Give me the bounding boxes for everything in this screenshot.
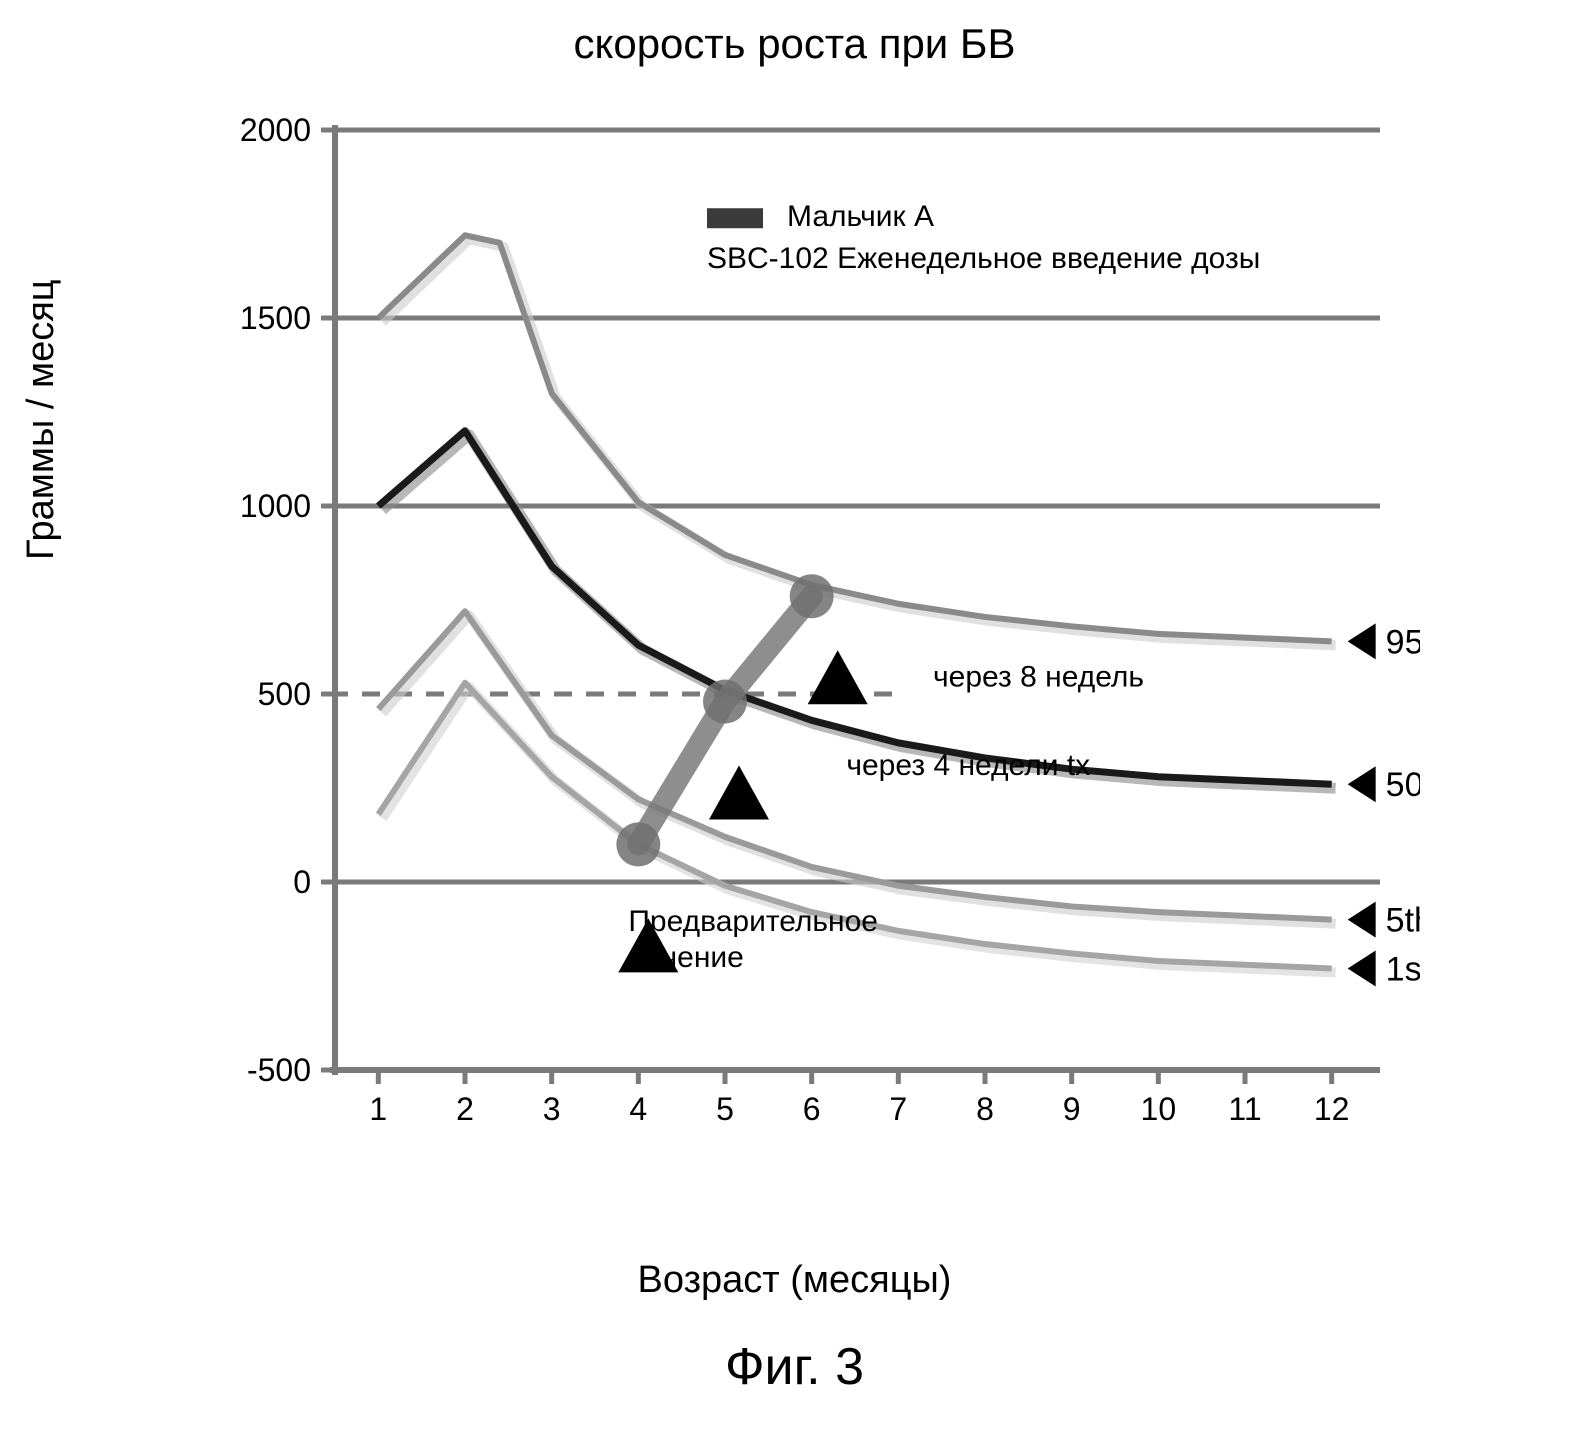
y-tick-label: 500	[258, 676, 311, 712]
x-tick-label: 12	[1314, 1091, 1350, 1127]
x-tick-label: 11	[1228, 1091, 1261, 1127]
percentile-arrow-icon	[1348, 766, 1376, 802]
percentile-label: 50th	[1386, 766, 1420, 804]
x-tick-label: 9	[1063, 1091, 1081, 1127]
x-tick-label: 1	[369, 1091, 387, 1127]
x-tick-label: 10	[1141, 1091, 1177, 1127]
chart-area: -500050010001500200012345678910111295th5…	[140, 100, 1420, 1240]
legend-name: Мальчик А	[787, 200, 934, 233]
patient-marker	[616, 822, 660, 866]
percentile-curve	[378, 431, 1331, 784]
x-tick-label: 4	[629, 1091, 647, 1127]
y-tick-label: -500	[247, 1052, 311, 1088]
patient-marker	[703, 680, 747, 724]
x-tick-label: 8	[976, 1091, 994, 1127]
legend-label: SBC-102 Еженедельное введение дозы	[707, 242, 1260, 275]
legend-swatch	[707, 208, 763, 228]
chart-svg: -500050010001500200012345678910111295th5…	[140, 100, 1420, 1240]
x-axis-label: Возраст (месяцы)	[0, 1259, 1589, 1302]
percentile-label: 1st	[1386, 950, 1420, 988]
y-axis-label: Граммы / месяц	[20, 279, 63, 560]
chart-title: скорость роста при БВ	[0, 20, 1589, 68]
x-tick-label: 7	[889, 1091, 907, 1127]
annotation-triangle-icon	[709, 766, 769, 820]
x-tick-label: 6	[803, 1091, 821, 1127]
y-tick-label: 1000	[240, 488, 311, 524]
annotation-text: Предварительное	[628, 905, 878, 938]
figure-label: Фиг. 3	[0, 1337, 1589, 1397]
percentile-arrow-icon	[1348, 950, 1376, 986]
x-tick-label: 5	[716, 1091, 734, 1127]
x-tick-label: 3	[543, 1091, 561, 1127]
x-tick-label: 2	[456, 1091, 474, 1127]
y-tick-label: 2000	[240, 112, 311, 148]
annotation-text: через 4 недели tx	[846, 749, 1090, 782]
percentile-arrow-icon	[1348, 902, 1376, 938]
annotation-text: через 8 недель	[933, 660, 1144, 693]
y-tick-label: 0	[293, 864, 311, 900]
percentile-label: 5th	[1386, 902, 1420, 940]
percentile-label: 95th	[1386, 623, 1420, 661]
percentile-arrow-icon	[1348, 623, 1376, 659]
patient-marker	[790, 574, 834, 618]
annotation-triangle-icon	[808, 650, 868, 704]
annotation-text: лечение	[628, 941, 744, 974]
y-tick-label: 1500	[240, 300, 311, 336]
percentile-curve-shadow	[382, 239, 1335, 645]
